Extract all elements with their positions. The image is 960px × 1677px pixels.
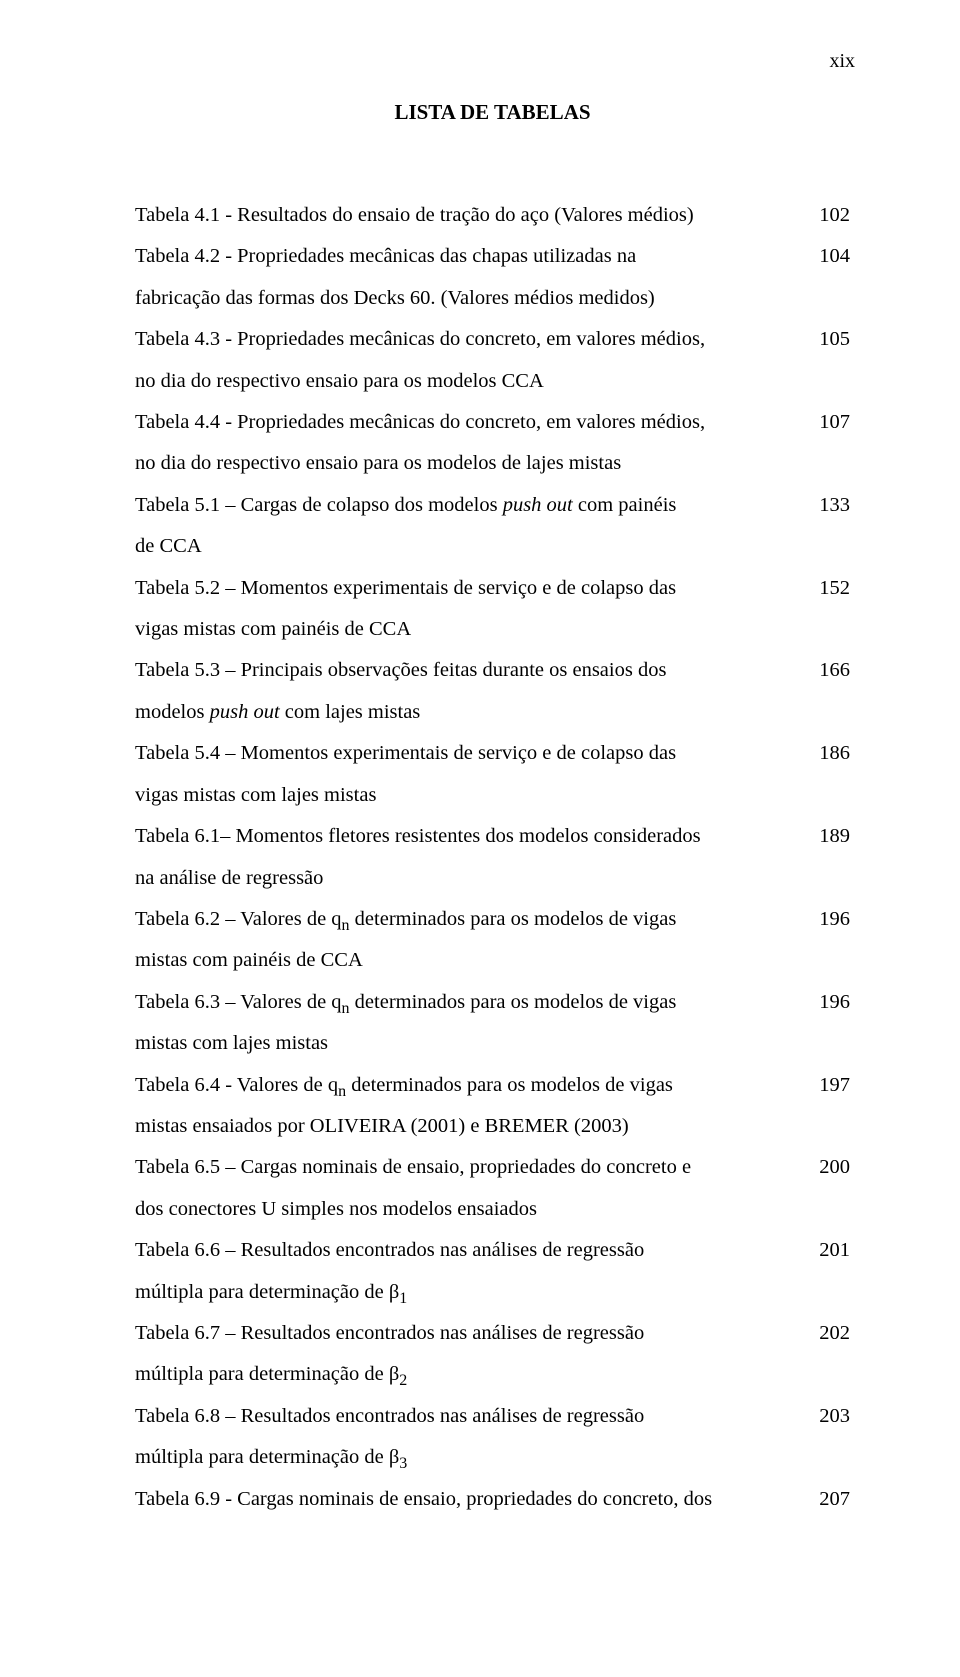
toc-entry-page: 201	[819, 1230, 850, 1271]
toc-entry: 196Tabela 6.2 – Valores de qn determinad…	[135, 899, 850, 982]
toc-entry-first-line: Tabela 6.7 – Resultados encontrados nas …	[135, 1313, 850, 1354]
document-page: xix LISTA DE TABELAS 102Tabela 4.1 - Res…	[0, 0, 960, 1677]
toc-entry-page: 186	[819, 733, 850, 774]
toc-entry-page: 207	[819, 1479, 850, 1520]
toc-entry-rest: vigas mistas com painéis de CCA	[135, 609, 850, 650]
toc-entry-rest: dos conectores U simples nos modelos ens…	[135, 1189, 850, 1230]
page-number: xix	[829, 50, 855, 73]
toc-entry-page: 166	[819, 650, 850, 691]
toc-entry: 105Tabela 4.3 - Propriedades mecânicas d…	[135, 319, 850, 402]
toc-entry-first-line: Tabela 5.3 – Principais observações feit…	[135, 650, 850, 691]
toc-entry: 197Tabela 6.4 - Valores de qn determinad…	[135, 1065, 850, 1148]
toc-entry: 200Tabela 6.5 – Cargas nominais de ensai…	[135, 1147, 850, 1230]
toc-entry-page: 105	[819, 319, 850, 360]
toc-entry-page: 196	[819, 899, 850, 940]
toc-entry-first-line: Tabela 4.2 - Propriedades mecânicas das …	[135, 236, 850, 277]
toc-entry-first-line: Tabela 4.4 - Propriedades mecânicas do c…	[135, 402, 850, 443]
toc-entry-first-line: Tabela 6.9 - Cargas nominais de ensaio, …	[135, 1479, 850, 1520]
toc-entry-page: 202	[819, 1313, 850, 1354]
toc-entry-first-line: Tabela 6.4 - Valores de qn determinados …	[135, 1065, 850, 1106]
toc-entry-first-line: Tabela 6.3 – Valores de qn determinados …	[135, 982, 850, 1023]
toc-entry: 186Tabela 5.4 – Momentos experimentais d…	[135, 733, 850, 816]
toc-entry-first-line: Tabela 5.4 – Momentos experimentais de s…	[135, 733, 850, 774]
toc-list: 102Tabela 4.1 - Resultados do ensaio de …	[135, 195, 850, 1520]
toc-entry: 107Tabela 4.4 - Propriedades mecânicas d…	[135, 402, 850, 485]
toc-entry: 207Tabela 6.9 - Cargas nominais de ensai…	[135, 1479, 850, 1520]
toc-entry-first-line: Tabela 4.1 - Resultados do ensaio de tra…	[135, 195, 850, 236]
toc-entry-page: 196	[819, 982, 850, 1023]
toc-entry: 102Tabela 4.1 - Resultados do ensaio de …	[135, 195, 850, 236]
toc-entry-page: 203	[819, 1396, 850, 1437]
toc-entry-rest: mistas ensaiados por OLIVEIRA (2001) e B…	[135, 1106, 850, 1147]
toc-entry-first-line: Tabela 6.6 – Resultados encontrados nas …	[135, 1230, 850, 1271]
toc-entry: 166Tabela 5.3 – Principais observações f…	[135, 650, 850, 733]
toc-entry-rest: fabricação das formas dos Decks 60. (Val…	[135, 278, 850, 319]
toc-entry-first-line: Tabela 4.3 - Propriedades mecânicas do c…	[135, 319, 850, 360]
toc-entry-page: 200	[819, 1147, 850, 1188]
toc-entry-rest: de CCA	[135, 526, 850, 567]
toc-entry-first-line: Tabela 6.8 – Resultados encontrados nas …	[135, 1396, 850, 1437]
toc-entry: 196Tabela 6.3 – Valores de qn determinad…	[135, 982, 850, 1065]
toc-entry: 104Tabela 4.2 - Propriedades mecânicas d…	[135, 236, 850, 319]
toc-entry-rest: na análise de regressão	[135, 858, 850, 899]
toc-entry-page: 197	[819, 1065, 850, 1106]
toc-entry-rest: modelos push out com lajes mistas	[135, 692, 850, 733]
toc-entry-rest: múltipla para determinação de β3	[135, 1437, 850, 1478]
toc-entry-rest: múltipla para determinação de β1	[135, 1272, 850, 1313]
toc-entry-first-line: Tabela 6.1– Momentos fletores resistente…	[135, 816, 850, 857]
toc-entry: 189Tabela 6.1– Momentos fletores resiste…	[135, 816, 850, 899]
toc-entry-rest: no dia do respectivo ensaio para os mode…	[135, 443, 850, 484]
toc-entry-first-line: Tabela 6.5 – Cargas nominais de ensaio, …	[135, 1147, 850, 1188]
page-title: LISTA DE TABELAS	[135, 100, 850, 125]
toc-entry-first-line: Tabela 5.1 – Cargas de colapso dos model…	[135, 485, 850, 526]
toc-entry-page: 152	[819, 568, 850, 609]
toc-entry: 203Tabela 6.8 – Resultados encontrados n…	[135, 1396, 850, 1479]
toc-entry-first-line: Tabela 6.2 – Valores de qn determinados …	[135, 899, 850, 940]
toc-entry-page: 104	[819, 236, 850, 277]
toc-entry-rest: mistas com lajes mistas	[135, 1023, 850, 1064]
toc-entry: 201Tabela 6.6 – Resultados encontrados n…	[135, 1230, 850, 1313]
toc-entry-first-line: Tabela 5.2 – Momentos experimentais de s…	[135, 568, 850, 609]
toc-entry: 133Tabela 5.1 – Cargas de colapso dos mo…	[135, 485, 850, 568]
toc-entry-rest: vigas mistas com lajes mistas	[135, 775, 850, 816]
toc-entry-rest: mistas com painéis de CCA	[135, 940, 850, 981]
toc-entry-rest: múltipla para determinação de β2	[135, 1354, 850, 1395]
toc-entry-page: 102	[819, 195, 850, 236]
toc-entry-rest: no dia do respectivo ensaio para os mode…	[135, 361, 850, 402]
toc-entry-page: 107	[819, 402, 850, 443]
toc-entry: 202Tabela 6.7 – Resultados encontrados n…	[135, 1313, 850, 1396]
toc-entry-page: 189	[819, 816, 850, 857]
toc-entry: 152Tabela 5.2 – Momentos experimentais d…	[135, 568, 850, 651]
toc-entry-page: 133	[819, 485, 850, 526]
